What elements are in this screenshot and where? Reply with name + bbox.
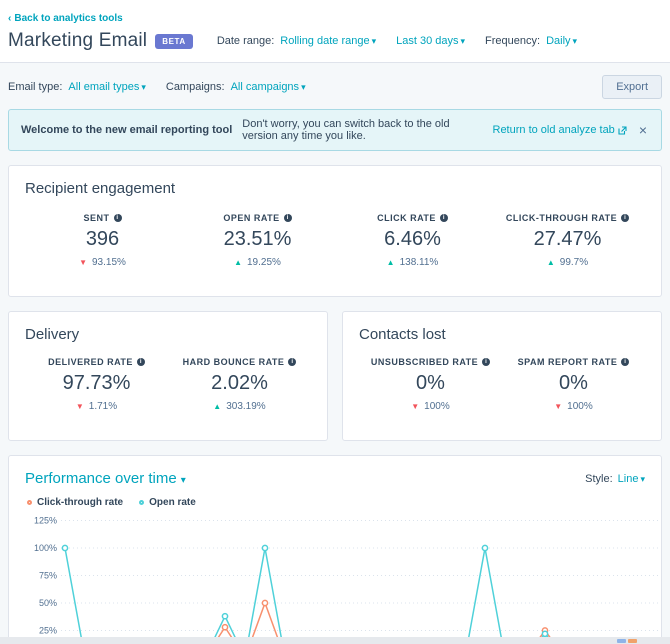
email-type-label: Email type:: [8, 81, 63, 93]
metric-click-through-rate: CLICK-THROUGH RATE i 27.47% ▲ 99.7%: [490, 213, 645, 268]
legend-marker-icon: [139, 500, 145, 505]
metric-change: ▲ 138.11%: [386, 257, 439, 268]
metric-change: ▼ 100%: [554, 401, 593, 412]
info-icon[interactable]: i: [283, 214, 292, 222]
info-icon[interactable]: i: [136, 358, 145, 366]
change-direction-icon: ▲: [213, 401, 222, 411]
info-icon[interactable]: i: [621, 214, 630, 222]
chart-style-dropdown[interactable]: Line ▾: [617, 472, 645, 485]
banner-title: Welcome to the new email reporting tool: [21, 124, 233, 136]
info-icon[interactable]: i: [288, 358, 297, 366]
change-direction-icon: ▼: [554, 401, 563, 411]
metric-value: 6.46%: [384, 228, 441, 250]
date-range-label: Date range:: [216, 35, 275, 47]
frequency-dropdown[interactable]: Daily ▾: [546, 35, 578, 47]
card-title: Contacts lost: [359, 326, 446, 343]
metric-change: ▲ 99.7%: [546, 257, 589, 268]
metric-value: 396: [85, 228, 120, 250]
clipped-icon: [617, 638, 626, 643]
info-icon[interactable]: i: [482, 358, 491, 366]
page-header: ‹ Back to analytics tools Marketing Email…: [0, 0, 670, 63]
chevron-down-icon: ▾: [460, 36, 466, 46]
delivery-card: Delivery DELIVERED RATE i 97.73% ▼ 1.71% H…: [8, 311, 328, 441]
metric-value: 2.02%: [211, 372, 268, 394]
metric-click-rate: CLICK RATE i 6.46% ▲ 138.11%: [335, 213, 490, 268]
chevron-down-icon: ▾: [640, 473, 645, 484]
email-type-dropdown[interactable]: All email types ▾: [68, 81, 146, 93]
info-icon[interactable]: i: [621, 358, 630, 366]
export-button[interactable]: Export: [602, 75, 662, 99]
card-title: Delivery: [25, 326, 80, 343]
clipped-bottom-element: [0, 637, 670, 644]
date-range-value-dropdown[interactable]: Last 30 days ▾: [396, 35, 466, 47]
change-direction-icon: ▲: [234, 257, 242, 267]
campaigns-dropdown[interactable]: All campaigns ▾: [230, 81, 306, 93]
style-label: Style:: [585, 472, 613, 485]
chevron-down-icon: ▾: [180, 475, 186, 486]
metric-value: 0%: [559, 372, 588, 394]
metric-change: ▼ 1.71%: [75, 401, 118, 412]
chevron-down-icon: ▾: [572, 36, 578, 46]
svg-text:100%: 100%: [34, 543, 57, 553]
change-direction-icon: ▲: [546, 257, 555, 267]
metric-change: ▼ 100%: [411, 401, 450, 412]
welcome-banner: Welcome to the new email reporting tool …: [8, 109, 662, 151]
chart-title-dropdown[interactable]: Performance over time ▾: [25, 470, 186, 487]
recipient-engagement-card: Recipient engagement SENT i 396 ▼ 93.15% O…: [8, 165, 662, 297]
metric-hard-bounce-rate: HARD BOUNCE RATE i 2.02% ▲ 303.19%: [168, 357, 311, 412]
svg-text:50%: 50%: [39, 598, 57, 608]
beta-badge: BETA: [155, 33, 193, 49]
page-title: Marketing Email: [8, 30, 148, 51]
chevron-down-icon: ▾: [141, 82, 146, 92]
campaigns-label: Campaigns:: [165, 81, 225, 93]
metric-change: ▼ 93.15%: [79, 257, 126, 268]
change-direction-icon: ▼: [411, 401, 420, 411]
metric-value: 23.51%: [223, 228, 292, 250]
change-direction-icon: ▲: [386, 257, 395, 267]
metric-value: 27.47%: [533, 228, 602, 250]
metric-value: 0%: [416, 372, 445, 394]
metric-sent: SENT i 396 ▼ 93.15%: [25, 213, 180, 268]
date-range-type-dropdown[interactable]: Rolling date range ▾: [280, 35, 377, 47]
return-old-analyze-link[interactable]: Return to old analyze tab: [493, 124, 627, 136]
contacts-lost-card: Contacts lost UNSUBSCRIBED RATE i 0% ▼ 100…: [342, 311, 662, 441]
legend-marker-icon: [27, 500, 32, 505]
chevron-left-icon: ‹: [8, 13, 12, 24]
metric-delivered-rate: DELIVERED RATE i 97.73% ▼ 1.71%: [25, 357, 168, 412]
filter-bar: Email type: All email types ▾ Campaigns: …: [8, 63, 662, 109]
metric-open-rate: OPEN RATE i 23.51% ▲ 19.25%: [180, 213, 335, 268]
legend-item-open-rate[interactable]: Open rate: [139, 497, 196, 508]
card-title: Recipient engagement: [25, 180, 176, 197]
back-to-analytics-link[interactable]: ‹ Back to analytics tools: [8, 13, 123, 24]
svg-text:75%: 75%: [39, 571, 57, 581]
metric-change: ▲ 303.19%: [213, 401, 266, 412]
external-link-icon: [618, 125, 627, 135]
change-direction-icon: ▼: [79, 257, 87, 267]
change-direction-icon: ▼: [75, 401, 84, 411]
banner-message: Don't worry, you can switch back to the …: [242, 118, 450, 142]
legend-item-click-through-rate[interactable]: Click-through rate: [27, 497, 123, 508]
chart-legend: Click-through rate Open rate: [27, 497, 645, 508]
chevron-down-icon: ▾: [301, 82, 306, 92]
performance-line-chart: 025%50%75%100%125%2019-04-282019-04-3020…: [34, 516, 659, 644]
metric-unsubscribed-rate: UNSUBSCRIBED RATE i 0% ▼ 100%: [359, 357, 502, 412]
metric-value: 97.73%: [62, 372, 131, 394]
metric-change: ▲ 19.25%: [234, 257, 281, 268]
chevron-down-icon: ▾: [371, 36, 377, 46]
performance-over-time-card: Performance over time ▾ Style: Line ▾ Clic…: [8, 455, 662, 644]
frequency-label: Frequency:: [485, 35, 541, 47]
clipped-icon: [628, 638, 637, 643]
metric-spam-report-rate: SPAM REPORT RATE i 0% ▼ 100%: [502, 357, 645, 412]
info-icon[interactable]: i: [113, 214, 122, 222]
svg-text:125%: 125%: [34, 516, 57, 526]
svg-text:25%: 25%: [39, 626, 57, 636]
close-icon[interactable]: ×: [638, 122, 647, 138]
back-link-label: Back to analytics tools: [14, 13, 123, 24]
info-icon[interactable]: i: [439, 214, 448, 222]
